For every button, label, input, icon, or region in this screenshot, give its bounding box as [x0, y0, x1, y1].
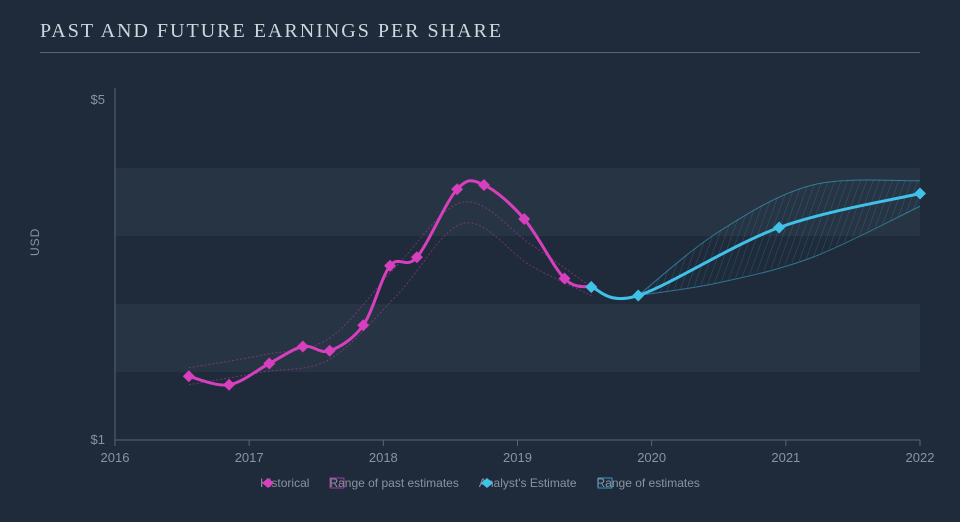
tick-label: 2022 [900, 450, 940, 465]
chart-legend: Historical Range of past estimates Analyst… [0, 476, 960, 490]
legend-item-historical: Historical [260, 476, 309, 490]
tick-label: $1 [65, 432, 105, 447]
tick-label: 2019 [498, 450, 538, 465]
chart-plot [0, 0, 960, 522]
tick-label: 2021 [766, 450, 806, 465]
legend-item-estimate_range: Range of estimates [597, 476, 700, 490]
tick-label: 2016 [95, 450, 135, 465]
tick-label: 2017 [229, 450, 269, 465]
legend-item-estimate: Analyst's Estimate [479, 476, 577, 490]
tick-label: 2020 [632, 450, 672, 465]
tick-label: $5 [65, 92, 105, 107]
legend-item-past_range: Range of past estimates [329, 476, 458, 490]
tick-label: 2018 [363, 450, 403, 465]
legend-label: Range of past estimates [329, 476, 458, 490]
chart-card: { "title": "PAST AND FUTURE EARNINGS PER… [0, 0, 960, 522]
